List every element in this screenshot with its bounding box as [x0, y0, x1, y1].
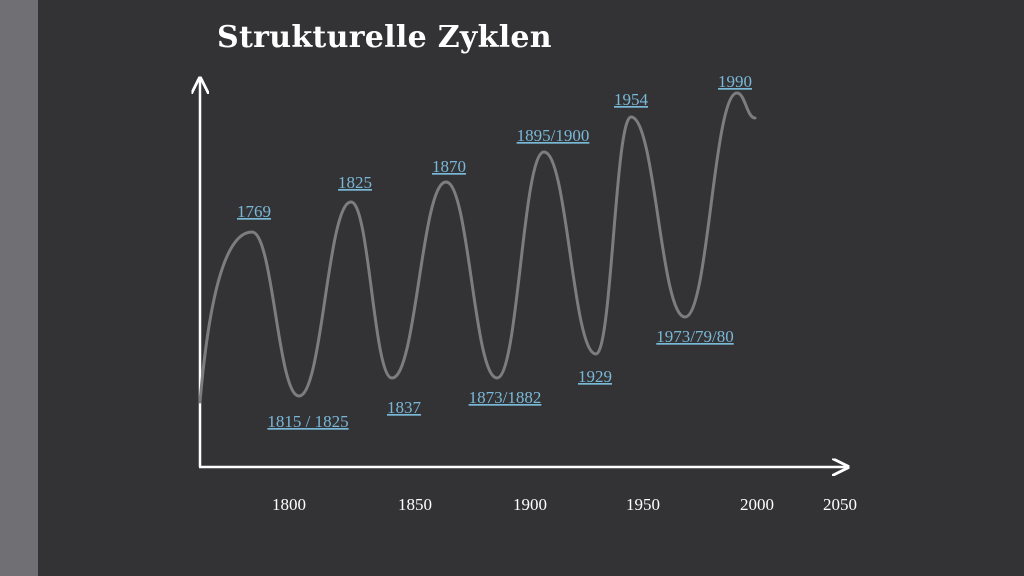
trough-year-link[interactable]: 1837: [387, 398, 422, 417]
peak-year-link[interactable]: 1895/1900: [517, 126, 590, 145]
x-tick-label: 2050: [823, 495, 857, 514]
x-tick-label: 1950: [626, 495, 660, 514]
trough-year-link[interactable]: 1973/79/80: [656, 327, 733, 346]
x-tick-label: 1850: [398, 495, 432, 514]
x-tick-label: 2000: [740, 495, 774, 514]
peak-year-link[interactable]: 1990: [718, 72, 752, 91]
x-tick-label: 1900: [513, 495, 547, 514]
peak-year-link[interactable]: 1954: [614, 90, 649, 109]
peak-year-link[interactable]: 1825: [338, 173, 372, 192]
trough-year-link[interactable]: 1929: [578, 367, 612, 386]
peak-year-link[interactable]: 1870: [432, 157, 466, 176]
x-tick-label: 1800: [272, 495, 306, 514]
trough-year-link[interactable]: 1873/1882: [469, 388, 542, 407]
peak-year-link[interactable]: 1769: [237, 202, 271, 221]
trough-year-link[interactable]: 1815 / 1825: [267, 412, 348, 431]
cycle-wave-line: [200, 93, 755, 402]
